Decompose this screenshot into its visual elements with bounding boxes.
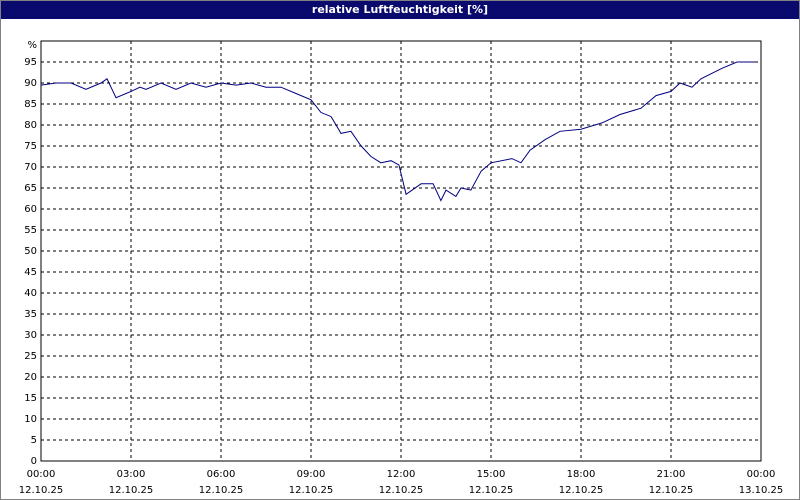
y-tick-label: 80 bbox=[24, 120, 37, 131]
x-tick-label: 00:00 bbox=[27, 469, 56, 480]
y-tick-label: 55 bbox=[24, 225, 37, 236]
x-tick-date: 12.10.25 bbox=[199, 485, 244, 496]
x-tick-date: 13.10.25 bbox=[739, 485, 784, 496]
y-tick-label: 15 bbox=[24, 393, 37, 404]
y-tick-label: 70 bbox=[24, 162, 37, 173]
y-tick-label: 5 bbox=[31, 435, 37, 446]
y-tick-label: 75 bbox=[24, 141, 37, 152]
y-tick-label: 85 bbox=[24, 99, 37, 110]
y-tick-label: 30 bbox=[24, 330, 37, 341]
x-tick-date: 12.10.25 bbox=[109, 485, 154, 496]
x-tick-date: 12.10.25 bbox=[289, 485, 334, 496]
x-tick-label: 21:00 bbox=[657, 469, 686, 480]
x-tick-label: 15:00 bbox=[477, 469, 506, 480]
chart-title: relative Luftfeuchtigkeit [%] bbox=[1, 1, 799, 19]
x-tick-label: 03:00 bbox=[117, 469, 146, 480]
y-tick-label: 25 bbox=[24, 351, 37, 362]
y-tick-label: 65 bbox=[24, 183, 37, 194]
y-tick-label: 20 bbox=[24, 372, 37, 383]
x-tick-date: 12.10.25 bbox=[19, 485, 64, 496]
x-tick-date: 12.10.25 bbox=[469, 485, 514, 496]
x-tick-date: 12.10.25 bbox=[379, 485, 424, 496]
y-tick-label: 45 bbox=[24, 267, 37, 278]
x-tick-label: 00:00 bbox=[747, 469, 776, 480]
x-tick-label: 06:00 bbox=[207, 469, 236, 480]
y-axis-label: % bbox=[27, 40, 37, 51]
data-line bbox=[40, 61, 755, 202]
y-tick-label: 60 bbox=[24, 204, 37, 215]
y-tick-label: 95 bbox=[24, 57, 37, 68]
y-tick-label: 40 bbox=[24, 288, 37, 299]
y-tick-label: 35 bbox=[24, 309, 37, 320]
x-tick-label: 18:00 bbox=[567, 469, 596, 480]
x-tick-label: 12:00 bbox=[387, 469, 416, 480]
x-tick-date: 12.10.25 bbox=[649, 485, 694, 496]
y-tick-label: 0 bbox=[31, 456, 37, 467]
y-tick-label: 50 bbox=[24, 246, 37, 257]
y-tick-label: 10 bbox=[24, 414, 37, 425]
x-tick-date: 12.10.25 bbox=[559, 485, 604, 496]
x-tick-label: 09:00 bbox=[297, 469, 326, 480]
y-tick-label: 90 bbox=[24, 78, 37, 89]
